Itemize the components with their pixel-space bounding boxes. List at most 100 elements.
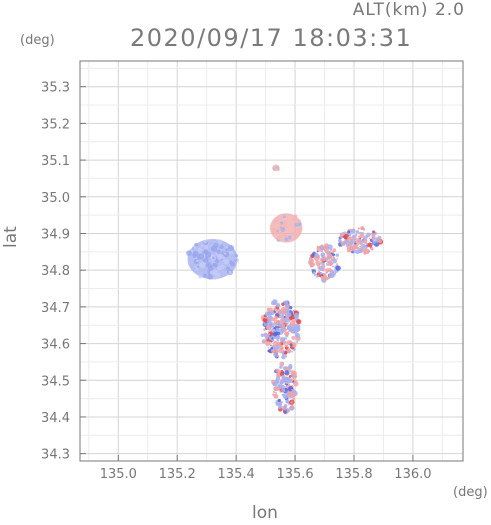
echo-cell xyxy=(200,262,206,268)
echo-cell xyxy=(265,341,271,347)
echo-cell xyxy=(354,242,357,245)
echo-cell xyxy=(328,262,332,266)
x-tick-label: 135.2 xyxy=(159,467,196,482)
echo-cell xyxy=(290,401,293,404)
echo-cell xyxy=(296,227,302,232)
echo-cell xyxy=(265,334,268,337)
echo-cell xyxy=(272,391,276,394)
echo-cell xyxy=(351,247,356,252)
echo-cell xyxy=(323,247,329,253)
echo-cell xyxy=(276,331,281,336)
echo-cell xyxy=(270,344,272,347)
echo-cell xyxy=(335,253,340,257)
echo-cell xyxy=(220,264,225,269)
echo-cell xyxy=(315,275,319,278)
y-tick-label: 34.6 xyxy=(41,338,70,353)
echo-cell xyxy=(263,328,266,331)
echo-cell xyxy=(287,235,292,240)
echo-cell xyxy=(319,272,323,275)
echo-cell xyxy=(274,217,280,222)
altitude-label: ALT(km) 2.0 xyxy=(352,0,465,20)
y-tick-label: 34.3 xyxy=(41,448,70,463)
echo-cell xyxy=(357,227,360,230)
echo-cell xyxy=(332,265,335,268)
echo-cell xyxy=(276,167,280,172)
x-tick-label: 135.6 xyxy=(276,467,313,482)
echo-cell xyxy=(234,254,238,258)
echo-cell xyxy=(314,253,320,258)
echo-cell xyxy=(272,227,277,233)
echo-cell xyxy=(336,257,339,260)
echo-cell xyxy=(226,266,230,271)
echo-cell xyxy=(278,405,282,410)
timestamp-title: 2020/09/17 18:03:31 xyxy=(130,24,413,52)
echo-cell xyxy=(262,340,266,343)
echo-cell xyxy=(212,269,219,276)
echo-cell xyxy=(284,311,287,314)
echo-cell xyxy=(332,248,337,253)
echo-cell xyxy=(354,234,358,237)
echo-cell xyxy=(293,214,298,219)
echo-cell xyxy=(279,226,282,229)
echo-cell xyxy=(283,307,288,312)
echo-cell xyxy=(269,224,272,227)
echo-cell xyxy=(203,239,207,244)
echo-cell xyxy=(286,318,291,323)
echo-cell xyxy=(284,320,287,324)
echo-cell xyxy=(201,249,204,252)
echo-cell xyxy=(223,258,230,265)
echo-cell xyxy=(271,337,274,340)
echo-cell xyxy=(327,276,331,280)
x-axis-label: lon xyxy=(252,503,278,523)
echo-cell xyxy=(286,312,292,318)
echo-cell xyxy=(316,250,319,253)
echo-cell xyxy=(225,247,229,251)
echo-cell xyxy=(291,388,294,391)
echo-cell xyxy=(286,383,289,386)
echo-cell xyxy=(269,322,275,328)
echo-cell xyxy=(288,363,293,369)
echo-cell xyxy=(203,244,209,250)
echo-cell xyxy=(316,273,319,276)
echo-cell xyxy=(358,231,362,235)
echo-cell xyxy=(328,272,333,278)
echo-cell xyxy=(192,250,199,257)
echo-region-southern-tail xyxy=(271,361,299,415)
echo-cell xyxy=(287,396,290,399)
echo-cell xyxy=(267,349,271,353)
echo-cell xyxy=(223,252,227,255)
echo-cell xyxy=(283,403,288,408)
echo-cell xyxy=(347,230,351,234)
echo-cell xyxy=(284,408,286,411)
echo-cell xyxy=(355,230,360,234)
echo-cell xyxy=(318,265,324,272)
echo-cell xyxy=(350,230,353,233)
echo-cell xyxy=(320,247,324,251)
echo-cell xyxy=(274,379,280,385)
echo-cell xyxy=(372,240,376,244)
echo-cell xyxy=(366,235,369,238)
x-tick-label: 135.4 xyxy=(218,467,255,482)
echo-cell xyxy=(291,342,297,348)
echo-cell xyxy=(267,317,270,321)
echo-cell xyxy=(285,399,290,404)
echo-cell xyxy=(230,261,236,267)
echo-cell xyxy=(294,229,297,232)
echo-cell xyxy=(228,270,232,275)
echo-cell xyxy=(325,272,328,274)
echo-cell xyxy=(289,305,293,310)
echo-cell xyxy=(284,303,290,309)
echo-cell xyxy=(285,407,288,410)
echo-cell xyxy=(273,393,279,399)
echo-cell xyxy=(289,396,292,399)
echo-cell xyxy=(219,244,224,250)
echo-cell xyxy=(286,409,290,413)
echo-cell xyxy=(279,221,283,225)
echo-cell xyxy=(225,246,229,249)
echo-cell xyxy=(281,393,285,397)
echo-cell xyxy=(282,356,284,359)
echo-cell xyxy=(320,249,324,253)
echo-cell xyxy=(200,243,205,248)
echo-cell xyxy=(281,326,286,331)
